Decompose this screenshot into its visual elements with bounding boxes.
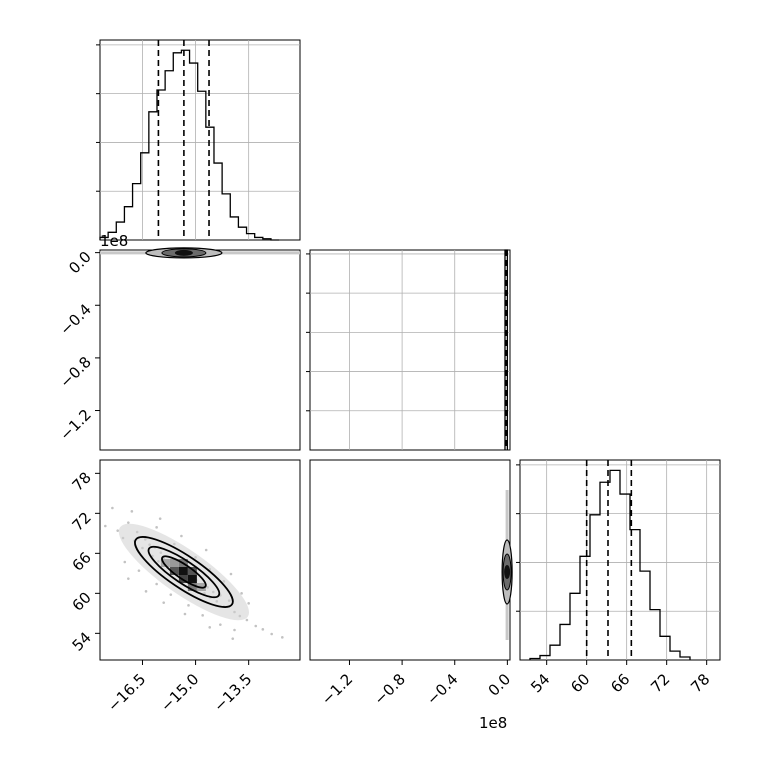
scatter-point [233,628,236,632]
scatter-point [240,592,243,595]
scatter-point [231,637,235,640]
x-offset-text: 1e8 [479,714,507,732]
scatter-point [158,517,162,520]
density-pixel [187,575,197,583]
scatter-point [127,521,130,524]
histogram-step [529,469,691,660]
contour-line [147,545,221,599]
density-pixel [187,567,197,575]
panel-hist-param-3: 54 60 66 72 78 [516,459,721,696]
scatter-point [123,560,127,564]
density-pixel [187,583,197,591]
y-tick-marks [306,253,310,412]
scatter-point [111,506,114,510]
quantile-lines [157,40,210,240]
scatter-point [130,510,134,513]
scatter-point [254,624,258,628]
scatter-point [245,618,249,622]
scatter-point [162,601,166,604]
density-core [504,565,511,579]
quantile-lines [585,460,633,660]
scatter-point [155,582,158,586]
scatter-point [127,577,130,580]
grid-lines [100,40,300,240]
density-pixel [160,559,170,567]
density-pixel [169,559,179,567]
scatter-point [183,612,187,616]
density-pixel [169,567,179,575]
quantile-lines [505,250,508,450]
contour-lines [134,536,234,608]
scatter-point [204,548,208,552]
scatter-point [116,529,119,532]
scatter-point [229,572,233,576]
scatter-point [247,602,250,605]
panel-hist-param-2 [306,249,511,451]
scatter-point [281,636,284,639]
density-core [174,249,193,256]
density-blob [501,490,513,640]
scatter-point [180,534,183,538]
contour-line [161,555,207,589]
scatter-point [201,614,204,617]
scatter-point [219,623,222,626]
scatter-point [137,569,141,572]
scatter-point [261,628,265,631]
scatter-point [104,524,107,528]
axes-frame [99,249,301,451]
scatter-point [208,626,212,629]
scatter-point [169,593,173,596]
scatter-point [270,632,273,636]
histogram-step [99,49,280,241]
y-tick-marks [516,464,520,612]
scatter-point [187,604,190,607]
y-tick-marks [96,44,100,192]
contour-line [134,536,234,608]
axes-frame [309,249,511,451]
scatter-point [144,590,148,593]
density-pixel [178,567,188,575]
density-blob [100,247,300,259]
axes-frame [309,459,511,661]
y-offset-text: 1e8 [100,232,128,250]
panel-hist-param-1 [96,39,301,241]
axes-frame [99,39,301,241]
scatter-point [155,526,158,529]
